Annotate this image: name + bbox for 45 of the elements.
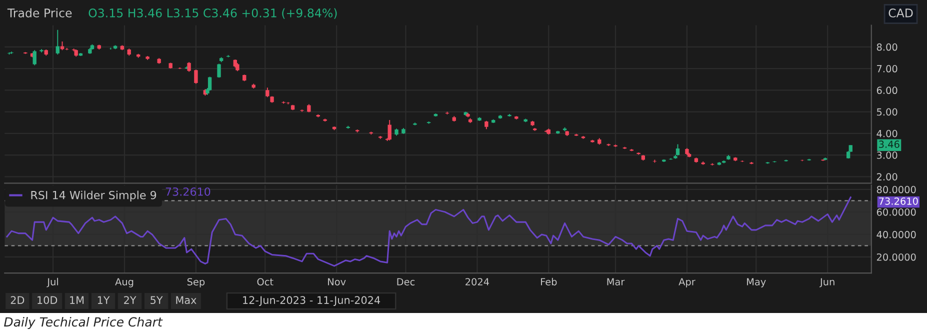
text: 73.2610	[879, 197, 918, 205]
y-tick-label: 20.0000	[876, 253, 916, 261]
x-tick-label: 2024	[466, 278, 490, 286]
text: 10D	[38, 296, 58, 304]
text: CAD	[888, 8, 913, 18]
candlestick	[217, 63, 221, 78]
x-tick-label: Mar	[607, 278, 625, 286]
x-tick-label: Aug	[115, 278, 134, 288]
text: Max	[176, 296, 196, 304]
legend-label: RSI 14 Wilder Simple 9	[31, 190, 156, 202]
candlestick	[266, 87, 270, 98]
x-tick-label: Jul	[46, 278, 58, 288]
text: 3.46	[879, 140, 900, 148]
y-tick-label: 40.0000	[876, 230, 916, 238]
text: 1Y	[98, 296, 110, 304]
y-tick-label: 7.00	[877, 65, 898, 72]
x-tick-label: Sep	[187, 278, 205, 288]
y-tick-label: 4.00	[876, 130, 898, 138]
text: 1M	[70, 296, 84, 304]
text: O3.15 H3.46 L3.15 C3.46 +0.31 (+9.84%)	[88, 8, 337, 19]
text: 2D	[10, 296, 24, 304]
text: Daily Techical Price Chart	[4, 316, 163, 330]
x-tick-label: Oct	[257, 278, 274, 286]
y-tick-label: 60.0000	[876, 208, 916, 216]
chart-title: Trade Price	[7, 8, 72, 18]
x-tick-label: Nov	[328, 278, 346, 286]
y-tick-label: 2.00	[876, 173, 898, 180]
annotation: 73.2610	[166, 187, 210, 196]
text: 2Y	[124, 296, 136, 304]
x-tick-label: Jun	[819, 278, 834, 288]
candlestick	[194, 69, 198, 84]
y-tick-label: 6.00	[876, 86, 898, 94]
y-tick-label: 80.0000	[876, 186, 916, 194]
candlestick	[676, 144, 680, 156]
x-tick-label: Dec	[397, 278, 415, 286]
y-tick-label: 3.00	[876, 152, 898, 159]
candlestick	[208, 76, 212, 92]
x-tick-label: Feb	[541, 278, 557, 286]
candlestick	[56, 29, 60, 55]
text: 12-Jun-2023 - 11-Jun-2024	[243, 296, 380, 306]
x-tick-label: Apr	[678, 278, 696, 288]
y-tick-label: 8.00	[876, 43, 898, 51]
x-tick-label: May	[747, 278, 766, 288]
text: 5Y	[150, 296, 163, 304]
y-tick-label: 5.00	[876, 108, 898, 116]
